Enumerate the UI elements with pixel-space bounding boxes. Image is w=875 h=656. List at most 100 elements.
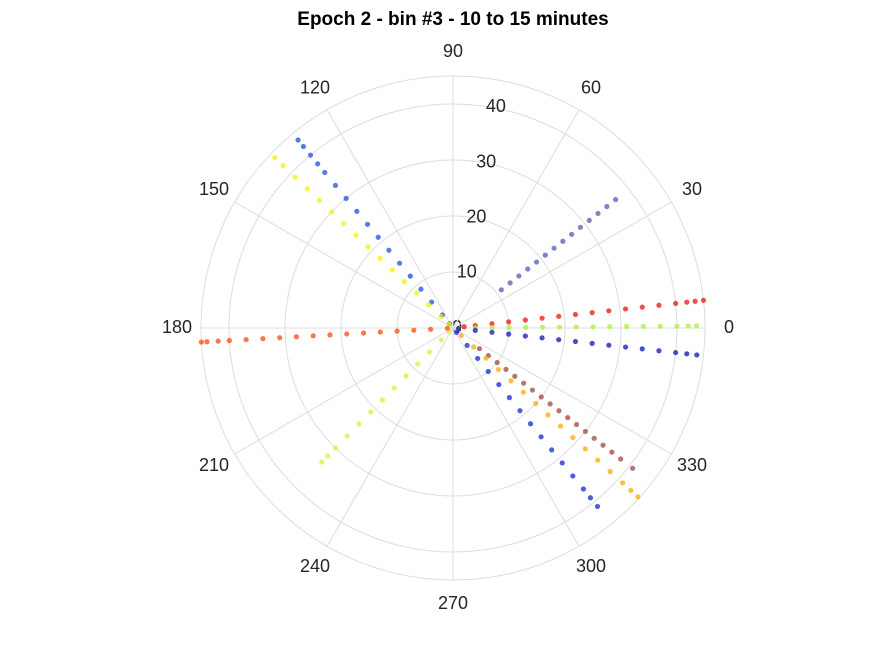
point xyxy=(573,421,580,428)
point xyxy=(328,209,335,215)
grid-spoke xyxy=(234,201,454,329)
point xyxy=(471,344,477,350)
point xyxy=(426,349,433,355)
point xyxy=(391,385,397,391)
point xyxy=(582,446,588,452)
point xyxy=(639,304,645,310)
point xyxy=(476,346,483,352)
theta-tick-label: 210 xyxy=(199,455,229,475)
point xyxy=(327,332,333,338)
grid-spoke xyxy=(326,327,454,547)
point xyxy=(587,495,594,501)
point xyxy=(415,361,421,367)
point xyxy=(394,328,400,334)
point xyxy=(556,324,562,330)
point xyxy=(539,324,546,330)
point xyxy=(198,339,204,345)
point xyxy=(507,280,513,286)
theta-tick-label: 270 xyxy=(438,593,468,613)
point xyxy=(522,317,528,323)
point xyxy=(506,331,512,337)
point xyxy=(316,197,322,203)
point xyxy=(277,335,283,341)
point xyxy=(622,344,629,350)
point xyxy=(356,421,362,427)
point xyxy=(685,323,691,329)
point xyxy=(559,460,565,466)
point xyxy=(322,169,328,176)
point xyxy=(377,329,383,335)
point xyxy=(538,394,544,400)
point xyxy=(560,238,566,244)
point xyxy=(489,329,495,335)
point xyxy=(319,459,325,465)
point xyxy=(619,480,626,486)
point xyxy=(243,336,249,343)
point xyxy=(586,217,592,224)
point xyxy=(582,428,588,435)
point xyxy=(656,302,662,308)
point xyxy=(622,306,629,312)
point xyxy=(485,368,491,375)
point xyxy=(694,352,700,358)
point xyxy=(630,465,636,471)
point xyxy=(600,442,606,448)
point xyxy=(551,245,557,251)
point xyxy=(556,337,562,343)
point xyxy=(498,287,504,293)
point xyxy=(508,378,514,384)
point xyxy=(521,380,527,386)
point xyxy=(623,323,630,330)
point xyxy=(411,327,417,333)
point xyxy=(353,232,359,238)
point xyxy=(310,333,316,339)
point xyxy=(304,186,310,192)
point xyxy=(607,324,613,330)
point xyxy=(606,308,612,314)
point xyxy=(673,300,679,307)
point xyxy=(565,415,571,421)
point xyxy=(428,326,434,332)
point xyxy=(418,286,424,292)
point xyxy=(539,315,545,321)
r-tick-label: 10 xyxy=(457,262,477,282)
chart-title: Epoch 2 - bin #3 - 10 to 15 minutes xyxy=(297,9,608,30)
point xyxy=(639,346,645,352)
point xyxy=(656,348,662,354)
point xyxy=(506,319,512,325)
point xyxy=(215,338,221,344)
grid-spoke xyxy=(452,327,580,547)
point xyxy=(693,323,700,329)
point xyxy=(426,302,432,308)
r-tick-label: 40 xyxy=(486,96,506,116)
point xyxy=(204,339,210,345)
point xyxy=(489,321,495,327)
point xyxy=(506,324,512,331)
theta-tick-label: 120 xyxy=(300,78,330,98)
point xyxy=(547,401,553,407)
theta-tick-label: 240 xyxy=(300,556,330,576)
theta-tick-label: 300 xyxy=(576,556,606,576)
point xyxy=(606,342,612,348)
point xyxy=(590,324,596,330)
point xyxy=(595,210,601,217)
point xyxy=(494,359,500,366)
point xyxy=(525,266,531,272)
point xyxy=(589,340,595,346)
point xyxy=(594,503,601,510)
point xyxy=(512,373,518,379)
point xyxy=(332,182,339,189)
grid-spoke xyxy=(452,109,580,329)
point xyxy=(572,338,579,345)
point xyxy=(657,323,663,329)
point xyxy=(542,252,548,258)
point xyxy=(453,329,460,335)
r-tick-label: 20 xyxy=(466,206,486,226)
point xyxy=(300,143,306,150)
point xyxy=(591,435,597,441)
point xyxy=(516,273,522,279)
point xyxy=(375,234,381,240)
point xyxy=(260,336,266,342)
